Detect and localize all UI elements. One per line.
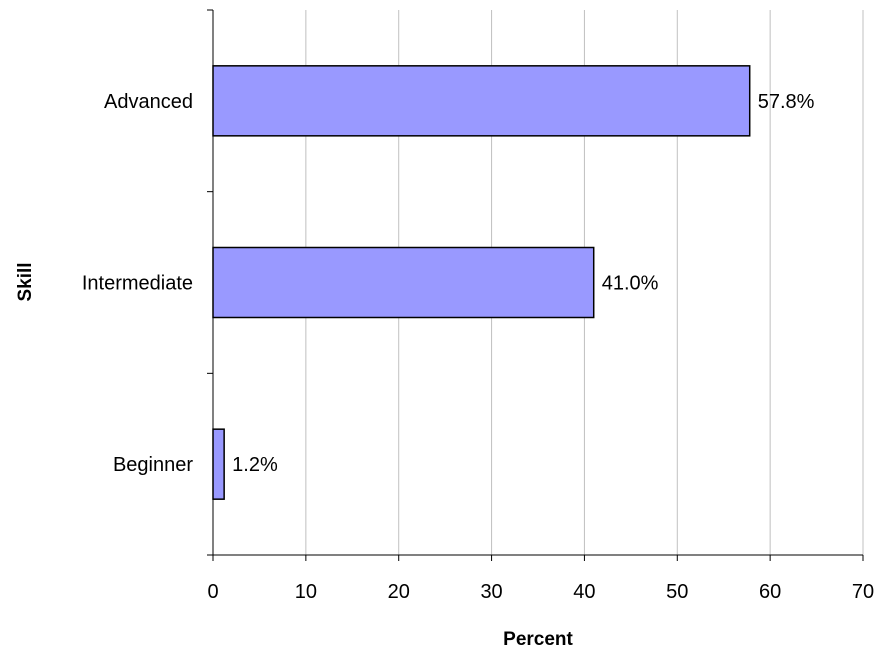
bar-beginner [212, 428, 225, 500]
x-tick-label-60: 60 [759, 581, 781, 603]
x-tick-label-20: 20 [388, 581, 410, 603]
bars [212, 65, 751, 500]
category-label-advanced: Advanced [104, 91, 193, 113]
data-label-intermediate: 41.0% [602, 273, 659, 295]
x-axis-title: Percent [503, 629, 573, 650]
labels: 57.8% Advanced 41.0% Intermediate 1.2% Beginn… [82, 91, 874, 603]
category-label-intermediate: Intermediate [82, 273, 193, 295]
category-label-beginner: Beginner [113, 454, 193, 476]
x-tick-label-50: 50 [666, 581, 688, 603]
x-tick-label-40: 40 [573, 581, 595, 603]
data-label-beginner: 1.2% [232, 454, 278, 476]
bar-advanced [212, 65, 751, 137]
y-axis-title: Skill [15, 262, 36, 301]
x-tick-label-0: 0 [207, 581, 218, 603]
x-tick-label-10: 10 [295, 581, 317, 603]
data-label-advanced: 57.8% [758, 91, 815, 113]
bar-intermediate [212, 246, 595, 319]
x-tick-label-30: 30 [480, 581, 502, 603]
axes [207, 9, 864, 561]
x-tick-label-70: 70 [852, 581, 874, 603]
